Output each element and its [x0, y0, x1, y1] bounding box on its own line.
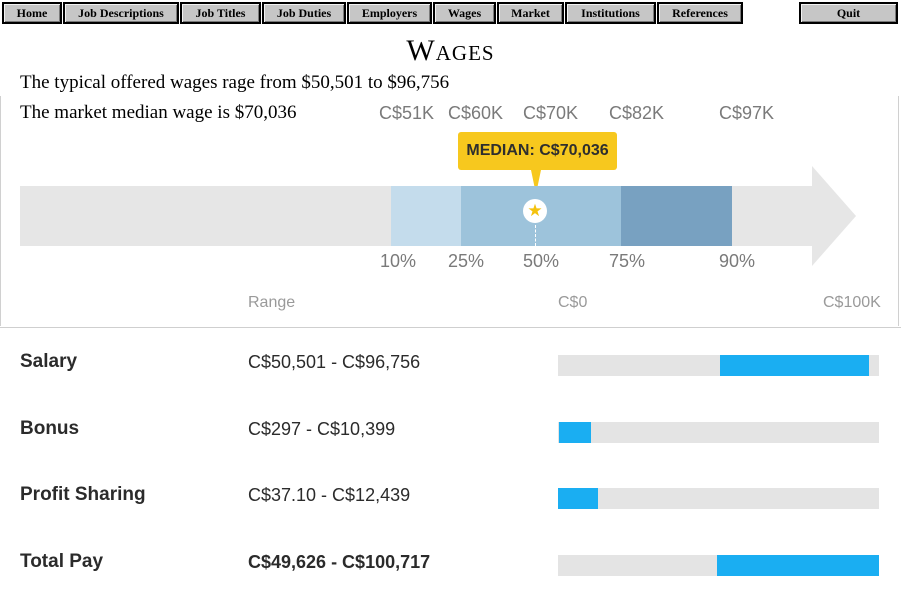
- nav-button-market[interactable]: Market: [497, 2, 564, 24]
- row-name: Total Pay: [20, 551, 104, 572]
- scale-min-label: C$0: [558, 294, 588, 311]
- value-label-75: C$82K: [609, 103, 665, 123]
- percentile-label-50: 50%: [523, 251, 560, 271]
- row-range: C$50,501 - C$96,756: [248, 352, 421, 372]
- quit-button[interactable]: Quit: [799, 2, 898, 24]
- row-bar-fill: [558, 488, 598, 509]
- value-label-25: C$60K: [448, 103, 504, 123]
- nav-button-institutions[interactable]: Institutions: [565, 2, 656, 24]
- left-border-line: [0, 96, 1, 326]
- nav-button-wages[interactable]: Wages: [433, 2, 496, 24]
- row-name: Bonus: [20, 418, 80, 439]
- range-header-label: Range: [248, 294, 296, 311]
- row-name: Profit Sharing: [20, 484, 146, 505]
- nav-button-job-duties[interactable]: Job Duties: [262, 2, 346, 24]
- nav-button-job-descriptions[interactable]: Job Descriptions: [63, 2, 179, 24]
- typical-range-text: The typical offered wages rage from $50,…: [20, 72, 450, 93]
- row-range: C$37.10 - C$12,439: [248, 485, 411, 505]
- median-dashed-line: [535, 225, 536, 246]
- median-callout-pointer: [531, 170, 541, 194]
- value-label-50: C$70K: [523, 103, 579, 123]
- star-icon: ★: [527, 200, 543, 221]
- percentile-label-90: 90%: [719, 251, 756, 271]
- row-bar-fill: [558, 422, 592, 443]
- row-bar-fill: [717, 555, 879, 576]
- value-label-90: C$97K: [719, 103, 775, 123]
- row-bar-track: [558, 555, 879, 576]
- row-name: Salary: [20, 351, 78, 372]
- percentile-label-25: 25%: [448, 251, 485, 271]
- row-range: C$49,626 - C$100,717: [248, 552, 431, 572]
- nav-button-references[interactable]: References: [657, 2, 743, 24]
- nav-button-employers[interactable]: Employers: [347, 2, 432, 24]
- median-callout: MEDIAN: C$70,036: [458, 132, 617, 170]
- nav-button-home[interactable]: Home: [2, 2, 62, 24]
- percentile-label-10: 10%: [380, 251, 417, 271]
- median-wage-text: The market median wage is $70,036: [20, 102, 297, 123]
- right-border-line: [898, 96, 899, 326]
- scale-max-label: C$100K: [823, 294, 881, 311]
- range-band-10-25: [391, 186, 461, 246]
- page-title: Wages: [406, 34, 495, 67]
- nav-button-job-titles[interactable]: Job Titles: [180, 2, 261, 24]
- section-divider: [0, 327, 901, 328]
- range-band-75-90: [621, 186, 732, 246]
- row-bar-fill: [720, 355, 869, 376]
- row-range: C$297 - C$10,399: [248, 419, 396, 439]
- value-label-10: C$51K: [379, 103, 435, 123]
- percentile-label-75: 75%: [609, 251, 646, 271]
- row-bar-track: [558, 422, 879, 443]
- range-arrow-head: [812, 166, 856, 266]
- median-marker: ★: [523, 199, 547, 223]
- row-bar-track: [558, 355, 879, 376]
- row-bar-track: [558, 488, 879, 509]
